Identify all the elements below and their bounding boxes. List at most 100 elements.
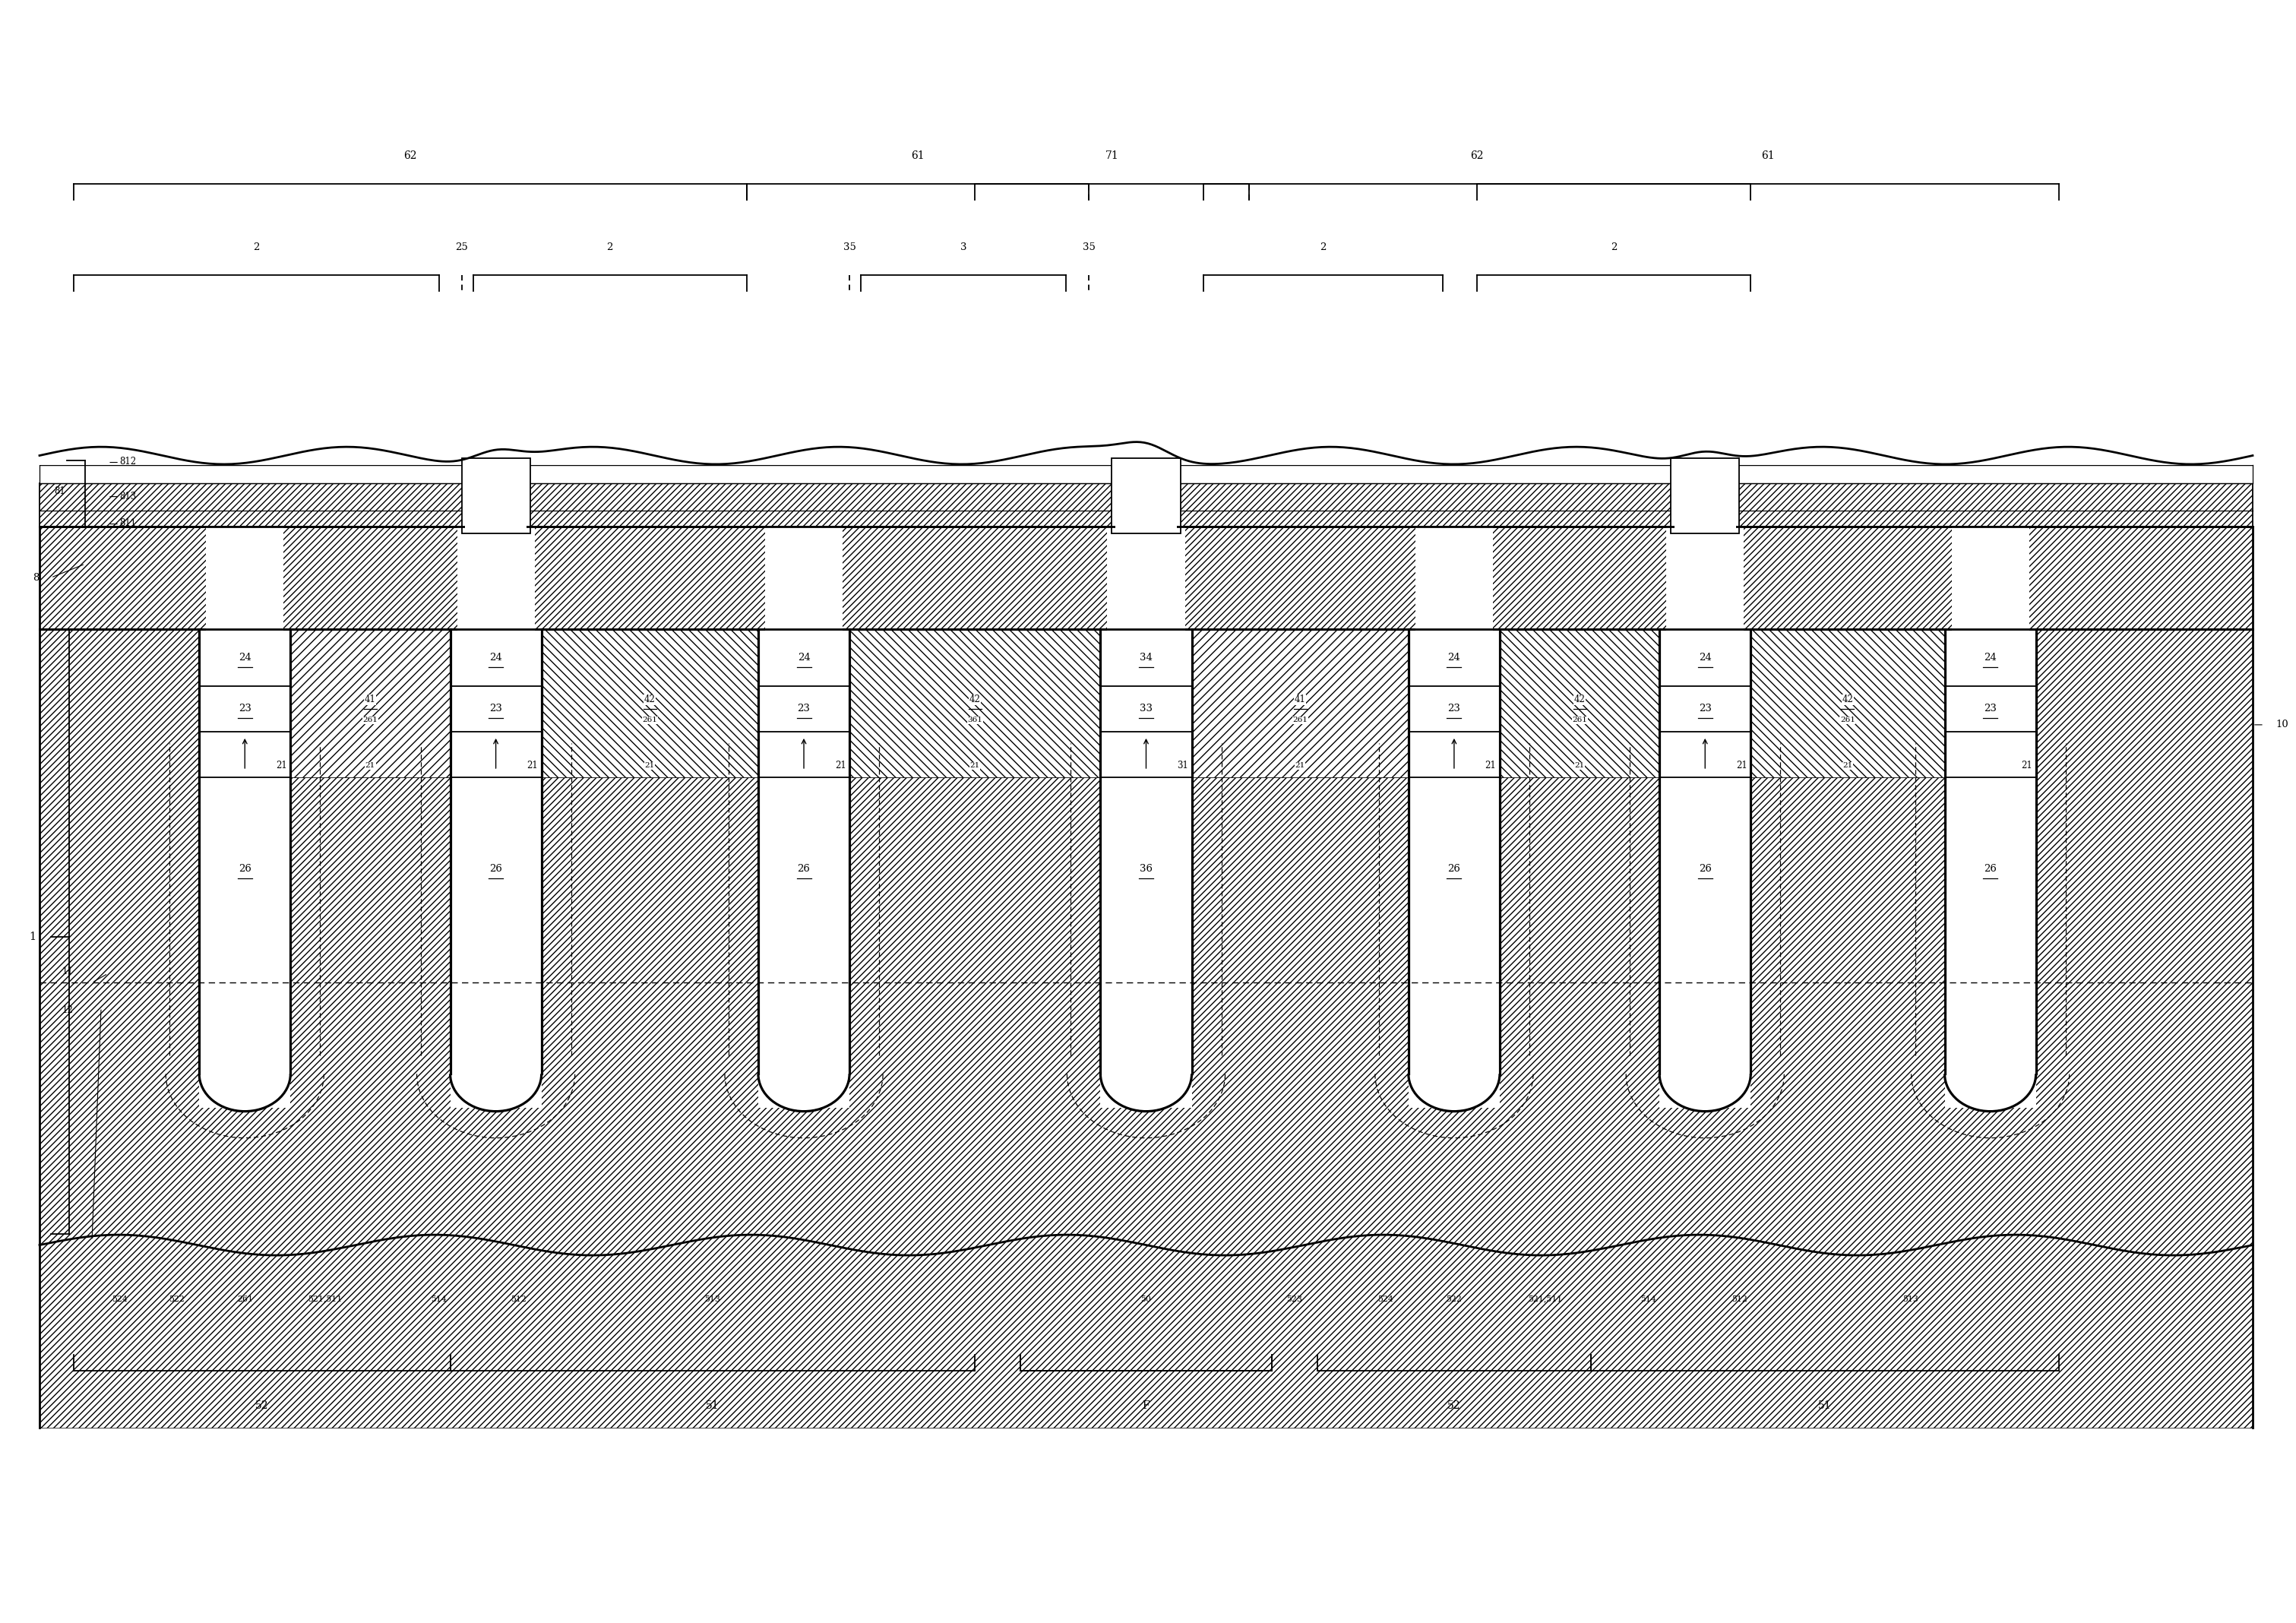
Ellipse shape [452, 1039, 540, 1110]
Text: 50: 50 [1141, 1295, 1150, 1303]
Bar [200, 732, 292, 777]
Text: 33: 33 [1139, 704, 1153, 714]
Bar [1111, 458, 1180, 532]
Bar [1407, 777, 1499, 1074]
Bar [207, 524, 285, 631]
Text: 21: 21 [1295, 763, 1304, 769]
Text: 2: 2 [253, 242, 259, 253]
Text: 1: 1 [30, 932, 37, 943]
Text: 11: 11 [62, 966, 73, 975]
Text: 41: 41 [1295, 695, 1306, 704]
Text: 21: 21 [1844, 763, 1853, 769]
Ellipse shape [1102, 1039, 1189, 1110]
Bar [39, 464, 2252, 484]
Text: 34: 34 [1139, 652, 1153, 662]
Text: 42: 42 [1841, 695, 1853, 704]
Text: 10: 10 [2275, 721, 2289, 730]
Bar [39, 630, 2252, 1428]
Text: 35: 35 [1084, 242, 1095, 253]
Bar [1407, 630, 1499, 1109]
Text: 21: 21 [645, 763, 654, 769]
Bar [758, 630, 850, 1109]
Text: 62: 62 [1469, 151, 1483, 161]
Bar [1660, 732, 1752, 777]
Text: 261: 261 [1573, 717, 1587, 724]
Text: 26: 26 [1699, 863, 1711, 873]
Text: 25: 25 [455, 242, 468, 253]
Text: 524: 524 [1378, 1295, 1394, 1303]
Text: 42: 42 [969, 695, 980, 704]
Bar [1945, 732, 2037, 777]
Text: F: F [1143, 1401, 1150, 1410]
Bar [758, 630, 850, 687]
Text: 41: 41 [365, 695, 377, 704]
Bar [758, 687, 850, 732]
Text: 512: 512 [510, 1295, 526, 1303]
Text: 514: 514 [1639, 1295, 1655, 1303]
Text: 61: 61 [1761, 151, 1775, 161]
Ellipse shape [1947, 1039, 2034, 1110]
Text: 26: 26 [1984, 863, 1998, 873]
Bar [450, 732, 542, 777]
Text: 12: 12 [62, 1005, 73, 1014]
Bar [450, 777, 542, 1074]
Text: 261: 261 [236, 1295, 253, 1303]
Text: 26: 26 [489, 863, 503, 873]
Text: 23: 23 [1984, 704, 1998, 714]
Ellipse shape [1410, 1039, 1497, 1110]
Bar [1945, 777, 2037, 1074]
Text: 522: 522 [1446, 1295, 1463, 1303]
Bar [1192, 630, 1407, 777]
Ellipse shape [1945, 1037, 2037, 1110]
Text: 21: 21 [276, 761, 287, 771]
Bar [200, 630, 292, 687]
Bar [466, 463, 526, 529]
Bar [450, 630, 542, 1109]
Text: 24: 24 [239, 652, 250, 662]
Bar [1752, 630, 1945, 777]
Text: 24: 24 [1699, 652, 1711, 662]
Text: 23: 23 [797, 704, 810, 714]
Ellipse shape [1662, 1039, 1750, 1110]
Text: 52: 52 [1446, 1401, 1460, 1410]
Bar [1945, 630, 2037, 1109]
Text: 23: 23 [1699, 704, 1711, 714]
Bar [1660, 777, 1752, 1074]
Text: 23: 23 [489, 704, 503, 714]
Text: 42: 42 [645, 695, 654, 704]
Bar [39, 484, 2252, 526]
Text: 361: 361 [967, 717, 983, 724]
Text: 51: 51 [1818, 1401, 1832, 1410]
Text: 524: 524 [113, 1295, 126, 1303]
Text: 261: 261 [1839, 717, 1855, 724]
Bar [850, 630, 1100, 777]
Text: 26: 26 [1449, 863, 1460, 873]
Bar [1100, 687, 1192, 732]
Text: 522: 522 [168, 1295, 184, 1303]
Bar [1407, 687, 1499, 732]
Text: 21: 21 [365, 763, 374, 769]
Ellipse shape [1660, 1037, 1752, 1110]
Bar [758, 777, 850, 1074]
Bar [1660, 630, 1752, 687]
Ellipse shape [450, 1037, 542, 1110]
Bar [1100, 630, 1192, 687]
Bar [1407, 732, 1499, 777]
Text: 21: 21 [2020, 761, 2032, 771]
Text: 35: 35 [843, 242, 856, 253]
Text: 21: 21 [836, 761, 845, 771]
Text: 2: 2 [606, 242, 613, 253]
Bar [1660, 687, 1752, 732]
Ellipse shape [1100, 1037, 1192, 1110]
Ellipse shape [760, 1039, 847, 1110]
Bar [292, 630, 450, 777]
Bar [39, 428, 2252, 464]
Text: 42: 42 [1575, 695, 1584, 704]
Text: 81: 81 [55, 485, 67, 497]
Text: 71: 71 [1104, 151, 1118, 161]
Bar [1116, 463, 1178, 529]
Text: 24: 24 [1984, 652, 1998, 662]
Text: 24: 24 [1449, 652, 1460, 662]
Text: 24: 24 [489, 652, 503, 662]
Bar [39, 526, 2252, 630]
